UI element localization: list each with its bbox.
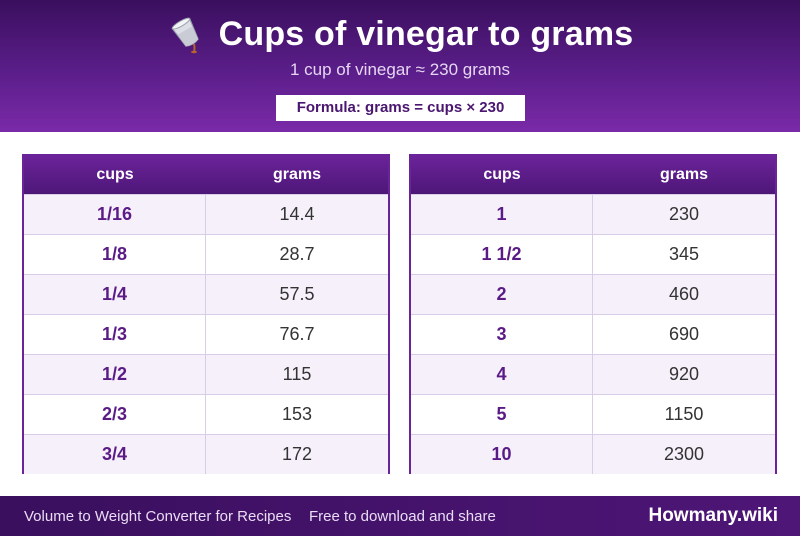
cups-cell: 10	[411, 435, 593, 474]
cups-cell: 1/3	[24, 315, 206, 354]
cups-cell: 1/4	[24, 275, 206, 314]
grams-cell: 76.7	[279, 324, 315, 344]
conversion-table-large: cups grams 1 230 1 1/2 345 2 460 3 690 4 920 …	[409, 154, 777, 474]
table-row: 1 1/2 345	[411, 234, 775, 274]
cups-cell: 1/2	[24, 355, 206, 394]
cups-cell: 1 1/2	[411, 235, 593, 274]
table-body: 1 230 1 1/2 345 2 460 3 690 4 920 5 1150 10 230…	[411, 194, 775, 474]
table-row: 2/3 153	[24, 394, 388, 434]
grams-cell: 460	[668, 284, 700, 304]
cups-cell: 2/3	[24, 395, 206, 434]
cups-cell: 3	[411, 315, 593, 354]
cups-cell: 1/16	[24, 195, 206, 234]
column-header-grams: grams	[659, 166, 709, 183]
table-row: 4 920	[411, 354, 775, 394]
grams-cell: 14.4	[279, 204, 315, 224]
table-row: 3/4 172	[24, 434, 388, 474]
grams-cell: 920	[668, 364, 700, 384]
table-body: 1/16 14.4 1/8 28.7 1/4 57.5 1/3 76.7 1/2 115 …	[24, 194, 388, 474]
grams-cell: 2300	[663, 444, 705, 464]
brand-logo-text[interactable]: Howmany.wiki	[648, 505, 778, 526]
table-row: 1 230	[411, 194, 775, 234]
grams-cell: 115	[282, 364, 312, 384]
table-row: 1/2 115	[24, 354, 388, 394]
table-row: 10 2300	[411, 434, 775, 474]
table-row: 1/8 28.7	[24, 234, 388, 274]
table-header: cups grams	[24, 156, 388, 194]
footer-bar: Volume to Weight Converter for Recipes F…	[0, 496, 800, 536]
grams-cell: 690	[668, 324, 700, 344]
conversion-table-small: cups grams 1/16 14.4 1/8 28.7 1/4 57.5 1/3 7…	[22, 154, 390, 474]
grams-cell: 172	[281, 444, 313, 464]
cups-cell: 2	[411, 275, 593, 314]
table-row: 1/3 76.7	[24, 314, 388, 354]
grams-cell: 57.5	[279, 284, 315, 304]
grams-cell: 153	[281, 404, 313, 424]
column-header-cups: cups	[483, 166, 521, 183]
grams-cell: 1150	[664, 404, 704, 424]
footer-share-note: Free to download and share	[309, 508, 496, 525]
table-row: 1/16 14.4	[24, 194, 388, 234]
table-row: 3 690	[411, 314, 775, 354]
column-header-cups: cups	[96, 166, 134, 183]
table-header: cups grams	[411, 156, 775, 194]
footer-description: Volume to Weight Converter for Recipes	[24, 508, 292, 525]
cups-cell: 1	[411, 195, 593, 234]
cups-cell: 3/4	[24, 435, 206, 474]
formula-badge: Formula: grams = cups × 230	[276, 95, 525, 121]
header-banner: Cups of vinegar to grams 1 cup of vinega…	[0, 0, 800, 132]
table-row: 5 1150	[411, 394, 775, 434]
cups-cell: 4	[411, 355, 593, 394]
subtitle: 1 cup of vinegar ≈ 230 grams	[289, 60, 511, 79]
pouring-cup-icon	[171, 17, 199, 54]
page-title: Cups of vinegar to grams	[218, 14, 634, 53]
grams-cell: 345	[668, 244, 700, 264]
table-row: 1/4 57.5	[24, 274, 388, 314]
title-row: Cups of vinegar to grams	[0, 12, 800, 56]
grams-cell: 28.7	[279, 244, 315, 264]
cups-cell: 1/8	[24, 235, 206, 274]
cups-cell: 5	[411, 395, 593, 434]
grams-cell: 230	[668, 204, 700, 224]
column-header-grams: grams	[272, 166, 322, 183]
table-row: 2 460	[411, 274, 775, 314]
